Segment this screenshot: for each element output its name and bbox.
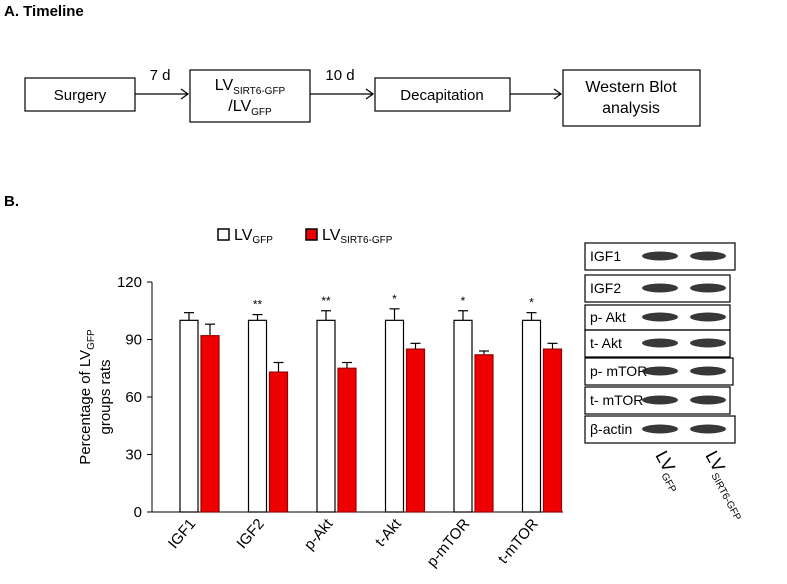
node-label: Decapitation xyxy=(400,87,483,104)
x-tick-label: p-Akt xyxy=(301,515,337,553)
blot-band xyxy=(642,395,678,405)
arrow-label: 7 d xyxy=(150,67,171,84)
blot-frame xyxy=(584,329,731,358)
node-label: LVSIRT6-GFP xyxy=(215,77,286,97)
blot-band xyxy=(642,312,678,322)
arrow xyxy=(510,88,563,100)
blot-frame xyxy=(584,415,736,444)
text-part: LV xyxy=(701,447,728,475)
subscript: GFP xyxy=(251,107,272,118)
x-tick-label: IGF1 xyxy=(165,516,199,552)
blot-band xyxy=(690,251,726,261)
subscript: GFP xyxy=(252,235,273,246)
blot-frame xyxy=(584,242,736,271)
node-label: /LVGFP xyxy=(228,98,272,118)
significance-label: * xyxy=(392,292,397,306)
blot-lane-label: LVGFP xyxy=(649,447,689,495)
bar xyxy=(542,348,563,513)
bar xyxy=(405,348,426,513)
text-part: /LV xyxy=(228,98,251,115)
arrow xyxy=(310,88,375,100)
blot-lane-label: LVSIRT6-GFP xyxy=(699,447,754,522)
x-tick-label: t-mTOR xyxy=(495,516,542,568)
blot-band xyxy=(690,424,726,434)
subscript: SIRT6-GFP xyxy=(340,235,392,246)
box xyxy=(562,69,701,127)
subscript: SIRT6-GFP xyxy=(709,471,743,522)
legend-swatch xyxy=(305,228,318,241)
y-axis-label: Percentage of LVGFP xyxy=(77,329,97,465)
blot-band xyxy=(690,338,726,348)
bar xyxy=(384,319,405,513)
arrow-label: 10 d xyxy=(325,67,354,84)
blot-band xyxy=(690,283,726,293)
blot-band xyxy=(642,251,678,261)
significance-label: * xyxy=(529,296,534,310)
text-part: LV xyxy=(234,227,253,244)
y-tick-label: 120 xyxy=(117,274,142,291)
blot-band xyxy=(642,283,678,293)
text-part: LV xyxy=(651,447,678,475)
blot-frame xyxy=(584,357,734,386)
arrow xyxy=(135,88,190,100)
significance-label: ** xyxy=(321,294,331,308)
blot-frame xyxy=(584,386,731,415)
subscript: GFP xyxy=(659,471,679,495)
bar xyxy=(521,319,542,513)
y-tick-label: 0 xyxy=(134,504,142,521)
y-tick-label: 90 xyxy=(125,332,142,349)
legend-swatch xyxy=(217,228,230,241)
blot-row-label: p- mTOR xyxy=(590,363,647,379)
blot-row-label: t- Akt xyxy=(590,335,622,351)
blot-row-label: β-actin xyxy=(590,421,632,437)
text-part: LV xyxy=(215,77,234,94)
subscript: GFP xyxy=(86,329,97,350)
bar xyxy=(247,319,268,513)
bar xyxy=(474,354,494,513)
blot-band xyxy=(690,395,726,405)
legend-label: LVSIRT6-GFP xyxy=(322,227,393,246)
text-part: analysis xyxy=(602,100,660,117)
bar xyxy=(268,371,289,513)
blot-frames xyxy=(584,242,736,444)
y-axis-label: groups rats xyxy=(97,359,114,434)
subscript: SIRT6-GFP xyxy=(233,86,285,97)
bar xyxy=(453,319,473,513)
bar xyxy=(337,367,357,513)
text-part: Western Blot xyxy=(585,79,677,96)
blot-row-label: p- Akt xyxy=(590,309,626,325)
bar xyxy=(316,319,336,513)
blot-row-label: IGF1 xyxy=(590,248,621,264)
blot-row-label: IGF2 xyxy=(590,280,621,296)
x-tick-label: IGF2 xyxy=(233,516,267,552)
bar xyxy=(179,319,199,513)
timeline-arrows xyxy=(135,88,563,100)
significance-label: * xyxy=(461,294,466,308)
blot-band xyxy=(642,424,678,434)
text-part: LV xyxy=(322,227,341,244)
node-label: Surgery xyxy=(54,87,107,104)
y-tick-label: 60 xyxy=(125,389,142,406)
blot-frame xyxy=(584,274,731,303)
blot-band xyxy=(642,338,678,348)
panel-b-label: B. xyxy=(4,193,19,210)
blot-band xyxy=(690,366,726,376)
blot-band xyxy=(690,312,726,322)
blot-band xyxy=(642,366,678,376)
legend-label: LVGFP xyxy=(234,227,273,246)
y-tick-label: 30 xyxy=(125,447,142,464)
significance-label: ** xyxy=(253,298,263,312)
box xyxy=(189,69,311,123)
x-tick-label: p-mTOR xyxy=(424,516,474,571)
text-part: Percentage of LV xyxy=(77,350,94,465)
x-tick-label: t-Akt xyxy=(372,515,405,550)
bar xyxy=(200,335,220,513)
node-label: Western Blot xyxy=(585,79,677,96)
node-label: analysis xyxy=(602,100,660,117)
panel-a-label: A. Timeline xyxy=(4,3,84,20)
blot-row-label: t- mTOR xyxy=(590,392,643,408)
